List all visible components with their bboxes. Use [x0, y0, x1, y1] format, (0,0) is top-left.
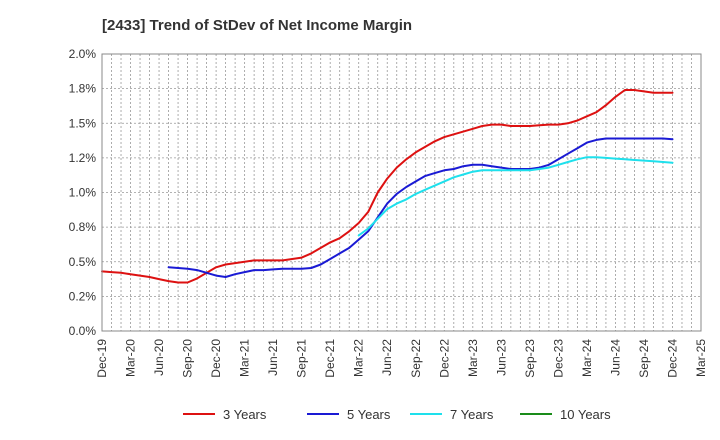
y-tick-label: 1.5%	[69, 116, 97, 130]
plot-area	[102, 54, 701, 331]
legend-label-10-years: 10 Years	[560, 407, 611, 422]
plot-frame	[101, 53, 702, 332]
legend-label-5-years: 5 Years	[347, 407, 391, 422]
grid	[102, 54, 701, 331]
x-tick-label: Jun-21	[266, 339, 280, 376]
x-tick-label: Jun-20	[152, 339, 166, 376]
y-tick-label: 2.0%	[69, 47, 97, 61]
y-tick-label: 1.0%	[69, 186, 97, 200]
y-tick-label: 0.8%	[69, 220, 97, 234]
x-tick-label: Jun-22	[380, 339, 394, 376]
series-line-7-years	[357, 156, 674, 237]
y-tick-label: 0.5%	[69, 255, 97, 269]
x-tick-label: Dec-21	[323, 339, 337, 378]
y-axis-ticks: 0.0% 0.2% 0.5% 0.8% 1.0% 1.2% 1.5% 1.8% 2.0%	[69, 47, 97, 338]
y-tick-label: 1.8%	[69, 82, 97, 96]
x-tick-label: Sep-23	[523, 339, 537, 378]
x-tick-label: Dec-22	[437, 339, 451, 378]
series-lines	[101, 89, 674, 284]
series-line-5-years	[167, 137, 674, 278]
x-tick-label: Dec-23	[551, 339, 565, 378]
chart-title: [2433] Trend of StDev of Net Income Marg…	[102, 17, 412, 34]
x-tick-label: Mar-22	[352, 339, 366, 377]
x-tick-label: Mar-25	[694, 339, 708, 377]
x-axis-ticks: Dec-19 Mar-20 Jun-20 Sep-20 Dec-20 Mar-21 Jun-…	[95, 339, 708, 378]
y-tick-label: 0.2%	[69, 289, 97, 303]
series-line-3-years	[101, 89, 674, 284]
x-tick-label: Mar-20	[124, 339, 138, 377]
x-tick-label: Sep-21	[295, 339, 309, 378]
x-tick-label: Mar-24	[580, 339, 594, 377]
y-tick-label: 1.2%	[69, 151, 97, 165]
x-tick-label: Jun-23	[494, 339, 508, 376]
x-tick-label: Dec-24	[665, 339, 679, 378]
x-tick-label: Mar-23	[466, 339, 480, 377]
x-tick-label: Dec-19	[95, 339, 109, 378]
x-tick-label: Mar-21	[238, 339, 252, 377]
x-tick-label: Sep-24	[637, 339, 651, 378]
x-tick-label: Sep-20	[181, 339, 195, 378]
x-tick-label: Dec-20	[209, 339, 223, 378]
legend-label-3-years: 3 Years	[223, 407, 267, 422]
legend-label-7-years: 7 Years	[450, 407, 494, 422]
x-tick-label: Sep-22	[409, 339, 423, 378]
legend: 3 Years 5 Years 7 Years 10 Years	[183, 407, 611, 422]
x-tick-label: Jun-24	[608, 339, 622, 376]
y-tick-label: 0.0%	[69, 324, 97, 338]
